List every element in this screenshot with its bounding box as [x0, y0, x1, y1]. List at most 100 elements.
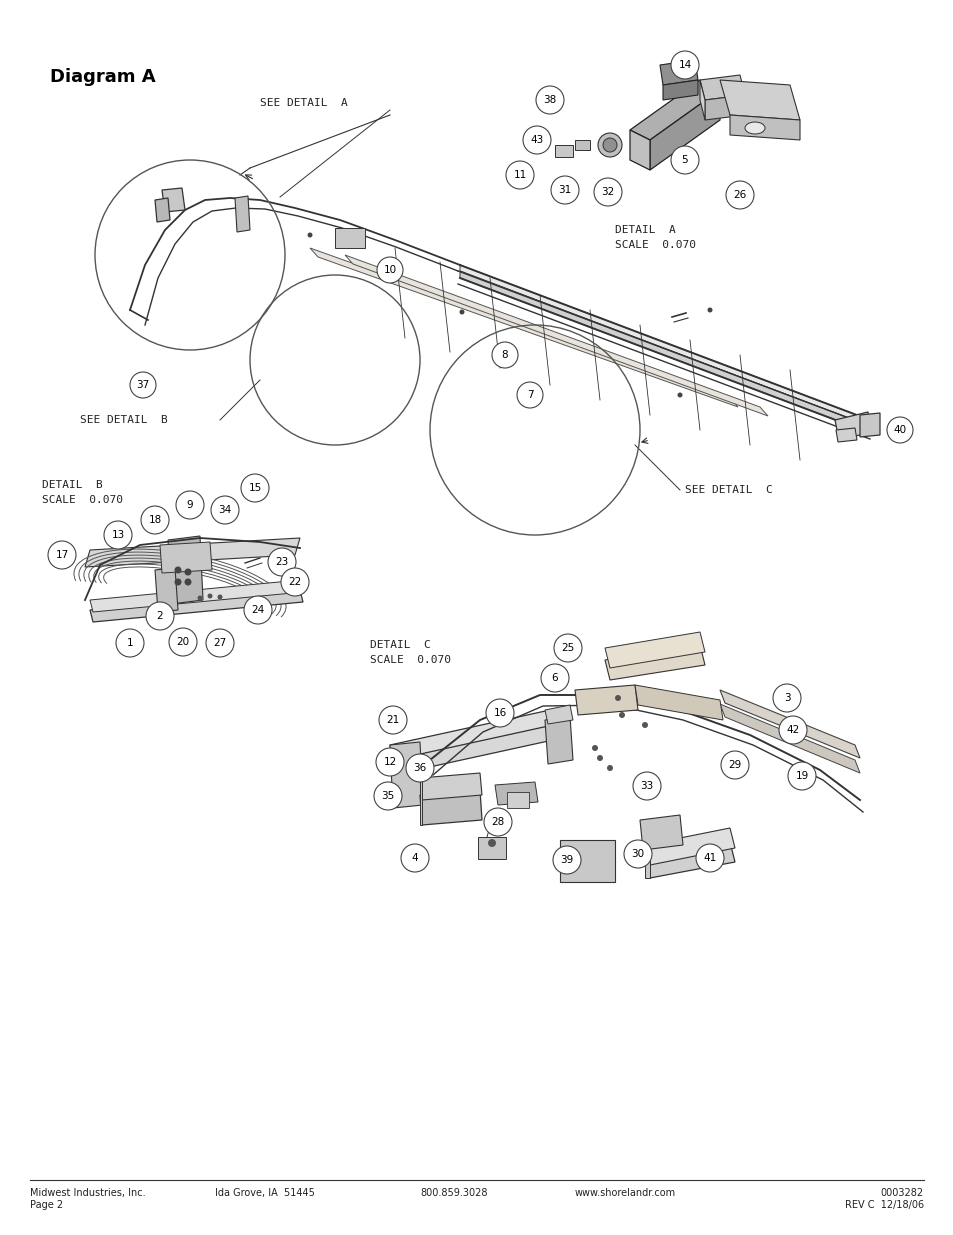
Circle shape — [141, 506, 169, 534]
Text: DETAIL  B
SCALE  0.070: DETAIL B SCALE 0.070 — [42, 480, 123, 505]
Text: 11: 11 — [513, 170, 526, 180]
Circle shape — [615, 695, 620, 701]
Polygon shape — [419, 773, 481, 800]
Polygon shape — [154, 568, 178, 613]
Text: 7: 7 — [526, 390, 533, 400]
Circle shape — [375, 748, 403, 776]
Polygon shape — [459, 266, 869, 426]
Circle shape — [772, 684, 801, 713]
Circle shape — [707, 308, 712, 312]
Bar — [335, 228, 365, 248]
Text: 23: 23 — [275, 557, 289, 567]
Text: 16: 16 — [493, 708, 506, 718]
Polygon shape — [390, 742, 422, 808]
Polygon shape — [604, 645, 704, 680]
Text: 19: 19 — [795, 771, 808, 781]
Circle shape — [483, 808, 512, 836]
Circle shape — [208, 594, 213, 599]
Circle shape — [618, 713, 624, 718]
Text: 25: 25 — [560, 643, 574, 653]
Polygon shape — [635, 685, 722, 720]
Text: 14: 14 — [678, 61, 691, 70]
Bar — [555, 144, 573, 157]
Polygon shape — [629, 80, 720, 140]
Polygon shape — [659, 61, 698, 85]
Circle shape — [400, 844, 429, 872]
Circle shape — [670, 51, 699, 79]
Circle shape — [217, 594, 222, 599]
Polygon shape — [720, 704, 859, 773]
Circle shape — [540, 664, 568, 692]
Text: 40: 40 — [893, 425, 905, 435]
Circle shape — [633, 772, 660, 800]
Text: 32: 32 — [600, 186, 614, 198]
Circle shape — [281, 568, 309, 597]
Circle shape — [492, 342, 517, 368]
Bar — [506, 792, 529, 808]
Text: DETAIL  C
SCALE  0.070: DETAIL C SCALE 0.070 — [370, 640, 451, 664]
Polygon shape — [575, 685, 638, 715]
Polygon shape — [544, 705, 573, 724]
Circle shape — [307, 232, 313, 237]
Circle shape — [197, 595, 202, 600]
Text: 4: 4 — [412, 853, 417, 863]
Text: 6: 6 — [551, 673, 558, 683]
Polygon shape — [700, 75, 744, 100]
Text: SEE DETAIL  A: SEE DETAIL A — [260, 98, 348, 107]
Polygon shape — [704, 95, 744, 120]
Circle shape — [146, 601, 173, 630]
Text: 24: 24 — [251, 605, 264, 615]
Polygon shape — [390, 710, 553, 760]
Text: 36: 36 — [413, 763, 426, 773]
Circle shape — [505, 161, 534, 189]
Text: 0003282: 0003282 — [880, 1188, 923, 1198]
Circle shape — [184, 578, 192, 585]
Circle shape — [48, 541, 76, 569]
Circle shape — [488, 839, 496, 847]
Polygon shape — [162, 188, 185, 212]
Polygon shape — [720, 80, 800, 120]
Text: 20: 20 — [176, 637, 190, 647]
Bar — [575, 140, 589, 149]
Circle shape — [104, 521, 132, 550]
Circle shape — [594, 178, 621, 206]
Circle shape — [598, 133, 621, 157]
Text: Ida Grove, IA  51445: Ida Grove, IA 51445 — [214, 1188, 314, 1198]
Text: REV C  12/18/06: REV C 12/18/06 — [844, 1200, 923, 1210]
Circle shape — [623, 840, 651, 868]
Text: 42: 42 — [785, 725, 799, 735]
Polygon shape — [720, 690, 859, 758]
Text: www.shorelandr.com: www.shorelandr.com — [575, 1188, 676, 1198]
Circle shape — [551, 177, 578, 204]
Circle shape — [536, 86, 563, 114]
Polygon shape — [85, 538, 299, 567]
Circle shape — [522, 126, 551, 154]
Polygon shape — [604, 632, 704, 668]
Circle shape — [374, 782, 401, 810]
Text: 13: 13 — [112, 530, 125, 540]
Polygon shape — [834, 412, 871, 440]
Circle shape — [720, 751, 748, 779]
Text: Page 2: Page 2 — [30, 1200, 63, 1210]
Circle shape — [787, 762, 815, 790]
Circle shape — [641, 722, 647, 727]
Text: 800.859.3028: 800.859.3028 — [419, 1188, 487, 1198]
Polygon shape — [90, 580, 303, 613]
Text: 31: 31 — [558, 185, 571, 195]
Polygon shape — [345, 254, 767, 416]
Text: 35: 35 — [381, 790, 395, 802]
Circle shape — [485, 699, 514, 727]
Text: 34: 34 — [218, 505, 232, 515]
Text: 37: 37 — [136, 380, 150, 390]
Text: 8: 8 — [501, 350, 508, 359]
Polygon shape — [859, 412, 879, 437]
Polygon shape — [644, 827, 734, 864]
Circle shape — [378, 706, 407, 734]
Circle shape — [174, 567, 181, 573]
Polygon shape — [160, 542, 212, 573]
Text: SEE DETAIL  B: SEE DETAIL B — [80, 415, 168, 425]
Polygon shape — [419, 778, 421, 825]
Polygon shape — [644, 842, 734, 878]
Text: 2: 2 — [156, 611, 163, 621]
Text: Diagram A: Diagram A — [50, 68, 155, 86]
